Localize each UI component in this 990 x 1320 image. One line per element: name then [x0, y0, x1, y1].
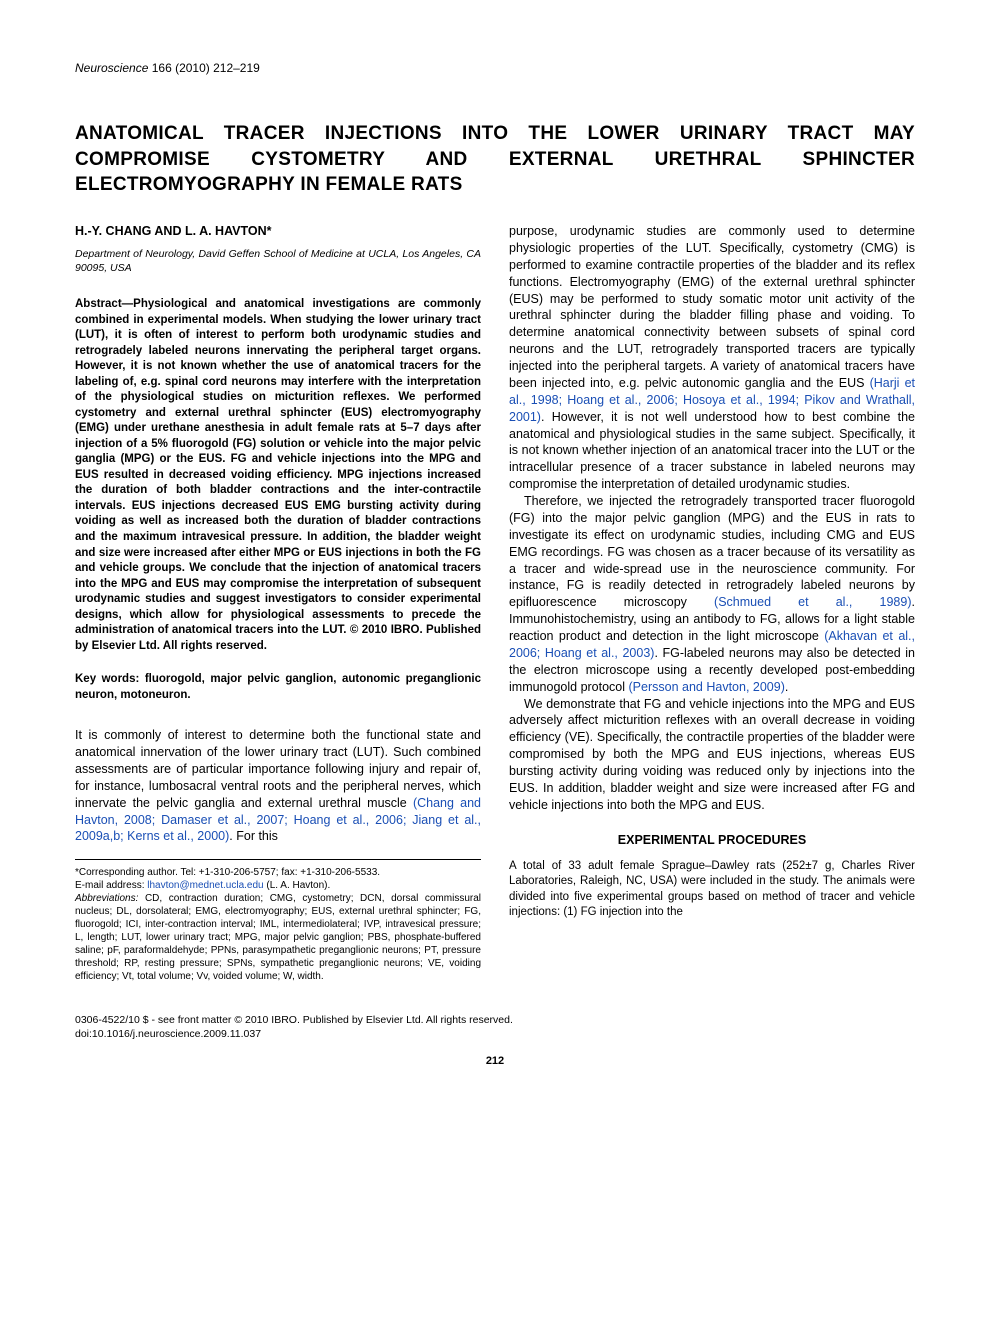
keywords: Key words: fluorogold, major pelvic gang…	[75, 672, 481, 703]
right-p3: We demonstrate that FG and vehicle injec…	[509, 696, 915, 814]
right-column: purpose, urodynamic studies are commonly…	[509, 223, 915, 983]
article-title: ANATOMICAL TRACER INJECTIONS INTO THE LO…	[75, 121, 915, 198]
affiliation: Department of Neurology, David Geffen Sc…	[75, 248, 481, 275]
two-column-layout: H.-Y. CHANG AND L. A. HAVTON* Department…	[75, 223, 915, 983]
copyright-line: 0306-4522/10 $ - see front matter © 2010…	[75, 1013, 915, 1041]
footnote-block: *Corresponding author. Tel: +1-310-206-5…	[75, 866, 481, 983]
corresponding-author: *Corresponding author. Tel: +1-310-206-5…	[75, 866, 481, 879]
journal-volume: 166 (2010) 212–219	[152, 61, 260, 75]
email-link[interactable]: lhavton@mednet.ucla.edu	[147, 880, 263, 891]
experimental-body: A total of 33 adult female Sprague–Dawle…	[509, 859, 915, 921]
left-body: It is commonly of interest to determine …	[75, 727, 481, 845]
abbreviations: Abbreviations: CD, contraction duration;…	[75, 892, 481, 983]
right-body: purpose, urodynamic studies are commonly…	[509, 223, 915, 814]
journal-header: Neuroscience 166 (2010) 212–219	[75, 60, 915, 76]
email-line: E-mail address: lhavton@mednet.ucla.edu …	[75, 879, 481, 892]
authors: H.-Y. CHANG AND L. A. HAVTON*	[75, 223, 481, 240]
citation-link[interactable]: (Persson and Havton, 2009)	[629, 680, 785, 694]
right-p1: purpose, urodynamic studies are commonly…	[509, 223, 915, 493]
journal-name: Neuroscience	[75, 61, 148, 75]
footnote-separator	[75, 859, 481, 860]
page-number: 212	[75, 1054, 915, 1069]
section-heading-experimental: EXPERIMENTAL PROCEDURES	[509, 832, 915, 849]
left-column: H.-Y. CHANG AND L. A. HAVTON* Department…	[75, 223, 481, 983]
right-p2: Therefore, we injected the retrogradely …	[509, 493, 915, 696]
abstract: Abstract—Physiological and anatomical in…	[75, 297, 481, 654]
citation-link[interactable]: (Schmued et al., 1989)	[714, 595, 911, 609]
right-p4: A total of 33 adult female Sprague–Dawle…	[509, 859, 915, 921]
doi: doi:10.1016/j.neuroscience.2009.11.037	[75, 1028, 261, 1040]
intro-paragraph: It is commonly of interest to determine …	[75, 727, 481, 845]
